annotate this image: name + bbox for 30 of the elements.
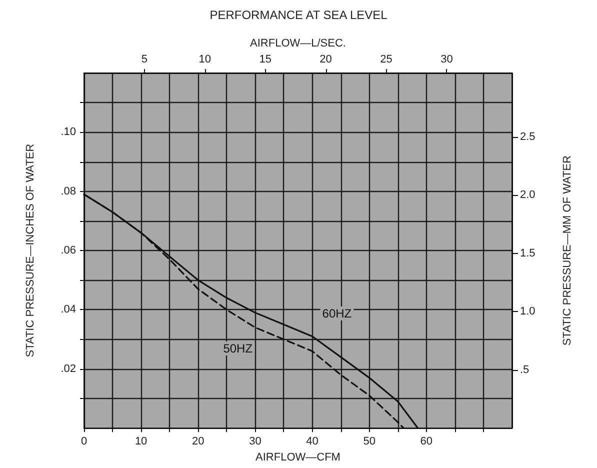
x-tick-label: 40 [306, 436, 318, 448]
series-label: 50HZ [223, 341, 253, 356]
x2-tick-label: 10 [198, 54, 212, 66]
x-tick-label: 0 [80, 436, 88, 448]
x2-tick-label: 25 [380, 54, 392, 66]
x-tick-label: 60 [420, 436, 433, 448]
y-tick-label: .10 [60, 126, 76, 138]
x-axis-title: AIRFLOW—CFM [256, 452, 340, 464]
y2-tick-label: .5 [520, 364, 530, 376]
y2-tick-label: 2.5 [520, 130, 536, 143]
y2-tick-label: 1.5 [520, 247, 536, 260]
chart-title: PERFORMANCE AT SEA LEVEL [210, 8, 388, 22]
y2-axis-title: STATIC PRESSURE—MM OF WATER [562, 155, 574, 346]
y-tick-label: .04 [60, 304, 76, 316]
x2-tick-label: 20 [320, 54, 332, 66]
y2-tick-label: 1.0 [520, 306, 536, 318]
y-axis-title: STATIC PRESSURE—INCHES OF WATER [24, 144, 36, 358]
x2-tick-label: 5 [141, 54, 148, 66]
x2-tick-label: 15 [259, 54, 272, 66]
x-tick-label: 50 [363, 436, 376, 448]
x-tick-label: 20 [192, 436, 204, 448]
x2-axis-title: AIRFLOW—L/SEC. [250, 38, 346, 50]
y-tick-label: .06 [60, 244, 76, 257]
y-tick-label: .02 [60, 362, 76, 375]
x-tick-label: 30 [249, 436, 262, 448]
x2-tick-label: 30 [440, 54, 453, 66]
y2-tick-label: 2.0 [520, 189, 536, 202]
x-tick-label: 10 [134, 436, 148, 448]
y-tick-label: .08 [60, 185, 76, 198]
series-label: 60HZ [322, 306, 352, 320]
